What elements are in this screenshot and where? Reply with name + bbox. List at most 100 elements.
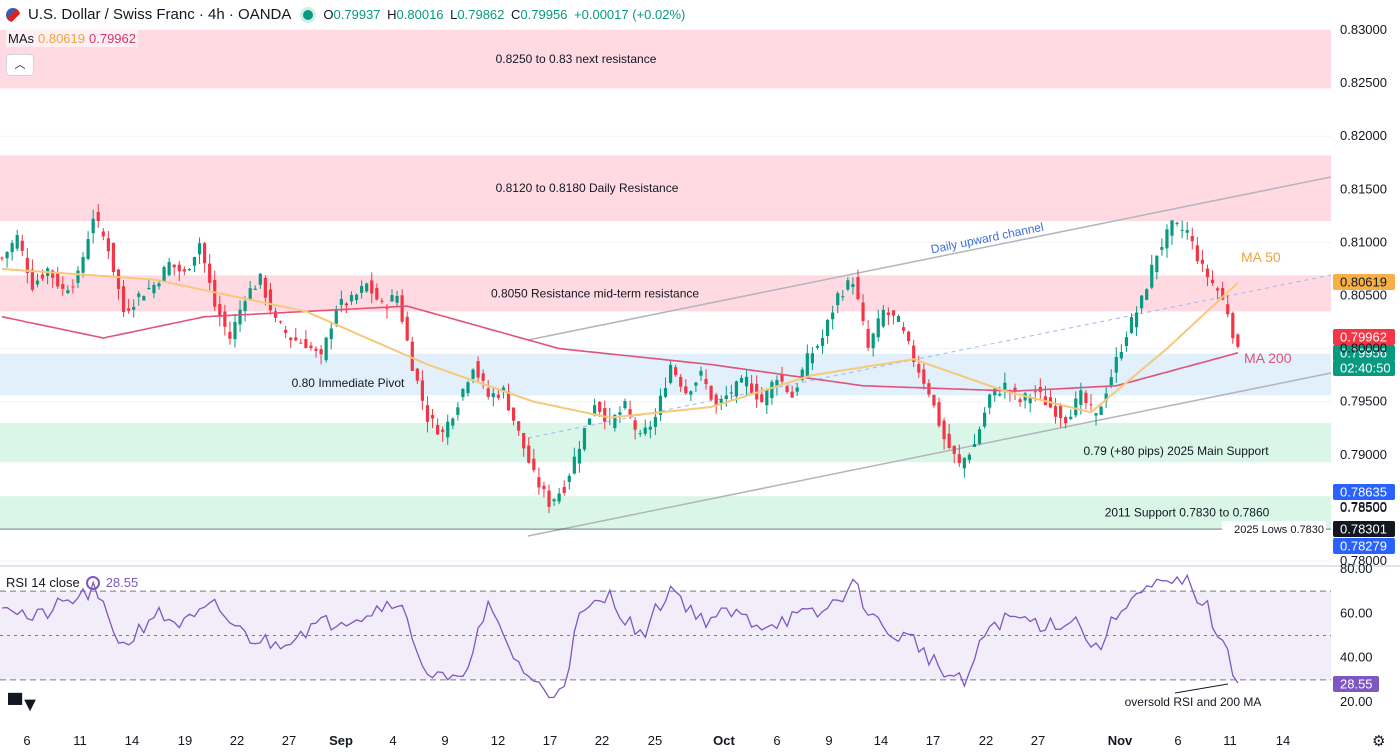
candle-body (0, 257, 4, 259)
symbol-title[interactable]: U.S. Dollar / Swiss Franc · 4h · OANDA (28, 6, 292, 23)
candle-body (506, 391, 511, 411)
candle-body (1180, 229, 1184, 231)
candle-body (699, 370, 703, 376)
time-tick-label: 6 (1174, 733, 1181, 748)
tradingview-logo-icon[interactable]: ▀▼ (8, 694, 40, 716)
price-tick-label: 0.78500 (1340, 500, 1387, 515)
candle-body (121, 286, 126, 312)
candle-body (61, 284, 65, 289)
candle-body (998, 393, 1002, 396)
candle-body (907, 331, 911, 342)
candle-body (294, 337, 298, 341)
candle-body (66, 290, 70, 294)
zone-label: 0.8250 to 0.83 next resistance (496, 52, 657, 66)
candle-body (5, 251, 9, 259)
candle-body (851, 284, 855, 288)
rsi-tick-label: 60.00 (1340, 605, 1373, 620)
candle-body (253, 288, 257, 290)
candle-body (1033, 391, 1037, 393)
candle-body (309, 345, 313, 349)
time-tick-label: 27 (282, 733, 296, 748)
rsi-pane: 80.00 60.00 40.00 20.00 oversold RSI and 200… (0, 561, 1379, 709)
candle-body (203, 243, 207, 264)
candle-body (1084, 392, 1088, 404)
ma-legend[interactable]: MAs 0.80619 0.79962 (6, 30, 138, 47)
price-axis-labels: 0.806190.799620.7995602:40:500.786350.78… (1333, 274, 1395, 554)
candle-body (365, 283, 369, 292)
price-axis[interactable]: 0.83000 0.82500 0.82000 0.81500 0.81000 0.805… (1340, 22, 1387, 568)
collapse-legend-button[interactable]: ︿ (6, 54, 34, 76)
candle-body (1205, 268, 1210, 278)
candle-body (1231, 313, 1235, 339)
candle-body (132, 306, 136, 310)
rsi-tick-label: 20.00 (1340, 694, 1373, 709)
time-tick-label: 9 (441, 733, 448, 748)
time-tick-label: 6 (23, 733, 30, 748)
time-axis[interactable]: 6 11 14 19 22 27 Sep 4 9 12 17 22 25 Oct 6 9 14 17 22 27 Nov… (23, 733, 1290, 748)
candle-body (15, 235, 19, 249)
candle-body (466, 382, 470, 394)
candle-body (420, 380, 424, 401)
candle-body (866, 328, 870, 348)
candle-body (729, 392, 733, 394)
candle-body (881, 309, 885, 327)
candle-body (810, 353, 814, 364)
zone-label: 0.8050 Resistance mid-term resistance (491, 286, 699, 300)
candle-body (1226, 304, 1230, 315)
candle-body (329, 328, 333, 340)
candle-body (491, 393, 495, 398)
candle-body (1160, 247, 1164, 250)
candle-body (481, 373, 485, 381)
chevron-up-icon: ︿ (14, 59, 26, 71)
change-value: +0.00017 (+0.02%) (574, 7, 686, 22)
candle-body (1089, 404, 1093, 406)
candle-body (937, 402, 941, 426)
candle-body (177, 264, 181, 272)
candle-body (127, 308, 131, 311)
candle-body (390, 295, 394, 302)
candle-body (739, 377, 744, 383)
candle-body (1129, 317, 1134, 334)
candle-body (694, 382, 698, 386)
channel-upper-line (527, 176, 1332, 341)
rsi-tick-label: 80.00 (1340, 561, 1373, 576)
candle-body (51, 270, 55, 278)
candle-body (304, 339, 308, 349)
candle-body (663, 388, 668, 397)
gear-icon[interactable]: ⚙ (1372, 733, 1386, 750)
candle-body (886, 312, 890, 316)
candle-body (71, 286, 75, 288)
price-label-text: 0.78500 (1340, 499, 1387, 514)
candle-body (517, 421, 521, 431)
candle-body (527, 445, 531, 463)
candle-body (116, 269, 121, 290)
candle-body (1074, 398, 1078, 416)
ma-legend-label: MAs (8, 31, 34, 46)
time-tick-label: 14 (1276, 733, 1290, 748)
rsi-value-label: 28.55 (1340, 677, 1373, 692)
candle-body (719, 398, 723, 404)
candle-body (137, 293, 141, 297)
price-label-text: 0.79962 (1340, 330, 1387, 345)
candle-body (56, 271, 60, 287)
candle-body (405, 316, 409, 341)
candle-body (765, 389, 769, 406)
zone-band (0, 155, 1331, 222)
rsi-legend[interactable]: RSI 14 close 28.55 (6, 575, 138, 590)
candle-body (1119, 352, 1123, 359)
candle-body (172, 264, 176, 268)
candle-body (653, 416, 657, 427)
candle-body (299, 342, 303, 344)
candle-body (912, 345, 916, 362)
candle-body (917, 364, 921, 373)
candle-body (456, 407, 460, 415)
candle-body (689, 391, 693, 395)
candle-body (648, 426, 652, 430)
candle-body (1165, 229, 1169, 249)
candle-body (577, 448, 582, 464)
candle-body (922, 369, 926, 384)
candle-body (284, 330, 288, 333)
candle-body (81, 256, 85, 273)
candle-body (780, 374, 784, 382)
